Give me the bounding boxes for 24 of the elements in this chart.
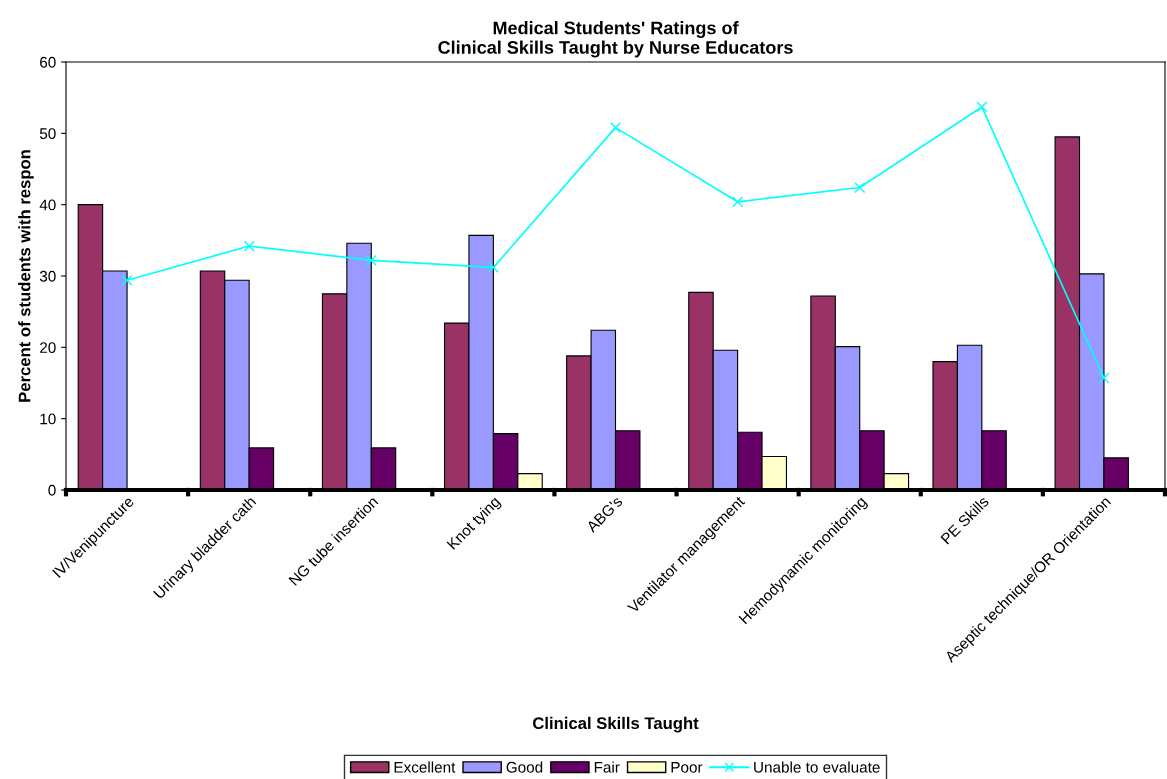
y-tick-label: 50 (39, 128, 56, 140)
chart-title: Medical Students' Ratings of Clinical Skills Taught by Nurse Educators (438, 21, 793, 58)
y-tick-label: 0 (48, 484, 56, 496)
legend-label: Unable to evaluate (754, 761, 880, 773)
point (609, 122, 622, 134)
point (243, 240, 255, 252)
point (487, 261, 499, 273)
y-tick-label: 20 (40, 342, 56, 354)
y-axis-title: Percent of students with respon (18, 150, 34, 402)
point (121, 274, 133, 286)
x-axis-title: Clinical Skills Taught (532, 716, 699, 733)
legend-label: Fair (594, 761, 620, 773)
point (732, 196, 744, 208)
y-tick-label: 10 (40, 413, 56, 425)
point (976, 101, 988, 113)
legend-label: Excellent (394, 761, 456, 773)
y-tick-label: 30 (39, 270, 56, 282)
point (854, 181, 866, 194)
y-tick-label: 60 (40, 56, 56, 68)
legend-label: Poor (671, 762, 703, 773)
legend-label: Good (506, 761, 543, 773)
y-tick-label: 40 (39, 199, 56, 211)
point (1098, 372, 1110, 384)
point (365, 254, 377, 266)
